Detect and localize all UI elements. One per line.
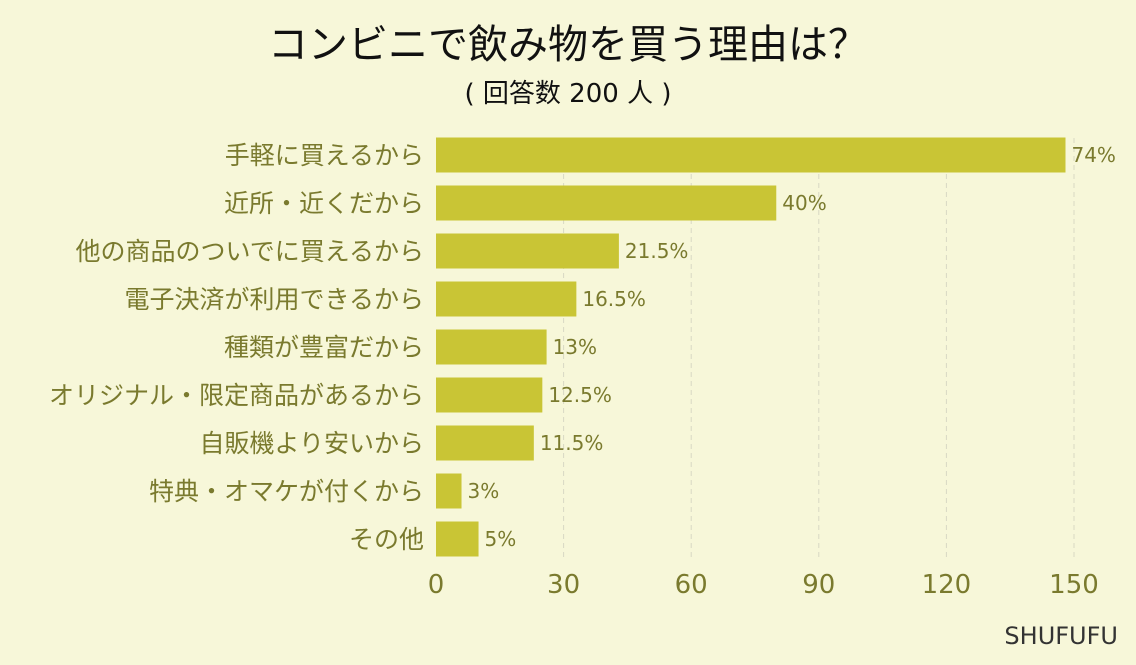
category-label: オリジナル・限定商品があるから xyxy=(49,381,424,410)
x-tick-label: 60 xyxy=(675,570,708,600)
x-tick-label: 90 xyxy=(802,570,835,600)
bar xyxy=(436,473,462,509)
bar xyxy=(436,377,543,413)
data-label: 5% xyxy=(485,527,517,551)
data-label: 16.5% xyxy=(582,287,646,311)
category-label: 他の商品のついでに買えるから xyxy=(75,237,424,266)
data-label: 3% xyxy=(468,479,500,503)
category-label: 手軽に買えるから xyxy=(225,141,424,170)
x-tick-label: 150 xyxy=(1049,570,1099,600)
data-label: 40% xyxy=(782,191,826,215)
data-label: 13% xyxy=(553,335,597,359)
data-label: 11.5% xyxy=(540,431,604,455)
category-label: 種類が豊富だから xyxy=(224,333,424,362)
category-label: その他 xyxy=(349,525,424,554)
bar xyxy=(436,233,619,269)
category-label: 特典・オマケが付くから xyxy=(149,477,424,506)
data-label: 21.5% xyxy=(625,239,689,263)
data-label: 74% xyxy=(1071,143,1115,167)
category-labels: 手軽に買えるから近所・近くだから他の商品のついでに買えるから電子決済が利用できる… xyxy=(49,141,424,554)
data-label: 12.5% xyxy=(548,383,612,407)
category-label: 近所・近くだから xyxy=(224,189,424,218)
bar xyxy=(436,329,547,365)
brand-logo-text: SHUFUFU xyxy=(1004,622,1118,650)
category-label: 電子決済が利用できるから xyxy=(124,285,424,314)
bar xyxy=(436,521,479,557)
x-tick-label: 30 xyxy=(547,570,580,600)
bar xyxy=(436,185,777,221)
x-axis-ticks: 0 30 60 90 120 150 xyxy=(428,570,1099,600)
x-tick-label: 120 xyxy=(922,570,972,600)
x-tick-label: 0 xyxy=(428,570,445,600)
bars xyxy=(436,137,1066,557)
bar xyxy=(436,281,577,317)
chart-subtitle: ( 回答数 200 人 ) xyxy=(465,79,672,109)
chart-title: コンビニで飲み物を買う理由は？ xyxy=(268,22,868,68)
bar xyxy=(436,425,534,461)
bar xyxy=(436,137,1066,173)
grid-lines xyxy=(563,138,1075,560)
data-labels: 74% 40% 21.5% 16.5% 13% 12.5% 11.5% 3% 5% xyxy=(468,143,1116,551)
category-label: 自販機より安いから xyxy=(199,429,424,458)
